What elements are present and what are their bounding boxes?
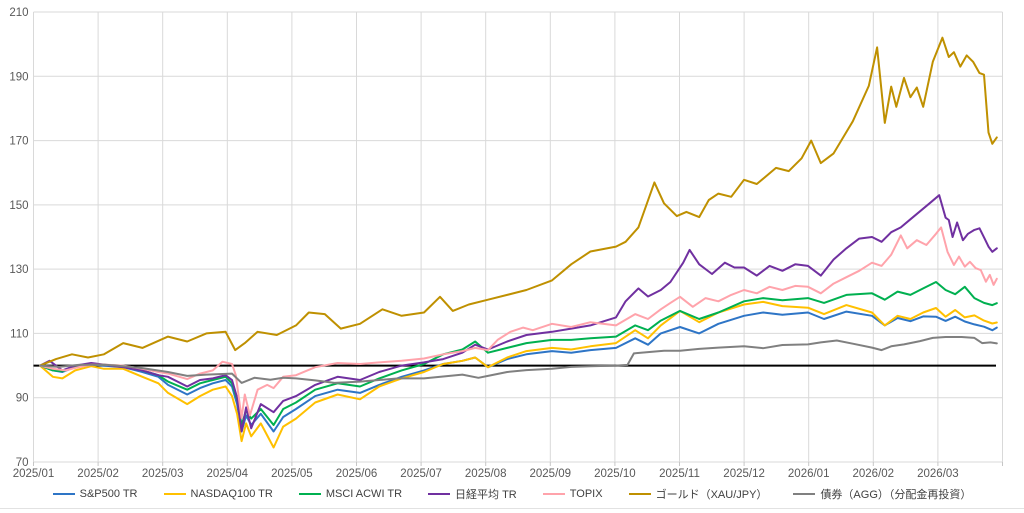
legend-label: NASDAQ100 TR — [190, 488, 273, 500]
legend-label: TOPIX — [569, 488, 603, 500]
legend-item-sp500-tr: S&P500 TR — [52, 488, 138, 500]
legend-label: 日経平均 TR — [455, 489, 517, 501]
legend-swatch-msci-acwi-tr — [298, 493, 321, 495]
x-axis-label: 2026/03 — [917, 468, 959, 480]
legend-label: ゴールド（XAU/JPY） — [655, 489, 768, 501]
legend-swatch-nikkei225-tr — [428, 493, 451, 495]
series-line-gold-xau-jpy — [39, 36, 998, 367]
x-axis-label: 2026/02 — [853, 468, 895, 480]
x-axis-label: 2025/09 — [530, 468, 572, 480]
legend-swatch-bond-agg — [793, 493, 816, 495]
x-axis-label: 2025/02 — [77, 468, 119, 480]
series-line-bond-agg — [39, 336, 998, 384]
y-axis-label: 150 — [9, 200, 28, 212]
legend-swatch-topix — [542, 493, 565, 495]
legend-swatch-sp500-tr — [52, 493, 75, 495]
x-axis-label: 2025/06 — [336, 468, 378, 480]
y-axis-label: 210 — [9, 7, 28, 19]
series-line-topix — [39, 226, 998, 419]
x-axis-label: 2025/05 — [271, 468, 313, 480]
legend-item-nikkei225-tr: 日経平均 TR — [428, 486, 517, 502]
legend-swatch-gold-xau-jpy — [628, 493, 651, 495]
series-line-nasdaq100-tr — [39, 300, 998, 449]
x-axis-label: 2025/12 — [723, 468, 765, 480]
y-axis-label: 90 — [16, 393, 29, 405]
legend-item-nasdaq100-tr: NASDAQ100 TR — [163, 488, 273, 500]
x-axis-label: 2025/01 — [13, 468, 55, 480]
y-axis-label: 110 — [10, 328, 28, 340]
legend-item-topix: TOPIX — [542, 488, 603, 500]
y-axis-label: 130 — [9, 264, 28, 276]
legend-item-msci-acwi-tr: MSCI ACWI TR — [298, 488, 403, 500]
y-axis-label: 70 — [16, 457, 29, 469]
legend-swatch-nasdaq100-tr — [163, 493, 186, 495]
y-axis-label: 170 — [9, 136, 28, 148]
x-axis-label: 2025/04 — [207, 468, 249, 480]
y-axis-label: 190 — [9, 71, 28, 83]
x-axis-label: 2025/08 — [465, 468, 507, 480]
series-line-nikkei225-tr — [39, 194, 998, 433]
x-axis-label: 2025/10 — [594, 468, 636, 480]
legend-label: S&P500 TR — [79, 488, 138, 500]
legend-item-bond-agg: 債券（AGG）（分配金再投資） — [793, 486, 971, 502]
legend-label: MSCI ACWI TR — [325, 488, 403, 500]
x-axis-label: 2026/01 — [788, 468, 830, 480]
legend-item-gold-xau-jpy: ゴールド（XAU/JPY） — [628, 486, 768, 502]
legend-label: 債券（AGG）（分配金再投資） — [820, 489, 972, 501]
x-axis-label: 2025/07 — [400, 468, 442, 480]
bottom-divider — [0, 508, 1024, 509]
x-axis-label: 2025/03 — [142, 468, 184, 480]
x-axis-label: 2025/11 — [659, 468, 700, 480]
chart-legend: S&P500 TR NASDAQ100 TR MSCI ACWI TR 日経平均 TR… — [0, 486, 1024, 502]
